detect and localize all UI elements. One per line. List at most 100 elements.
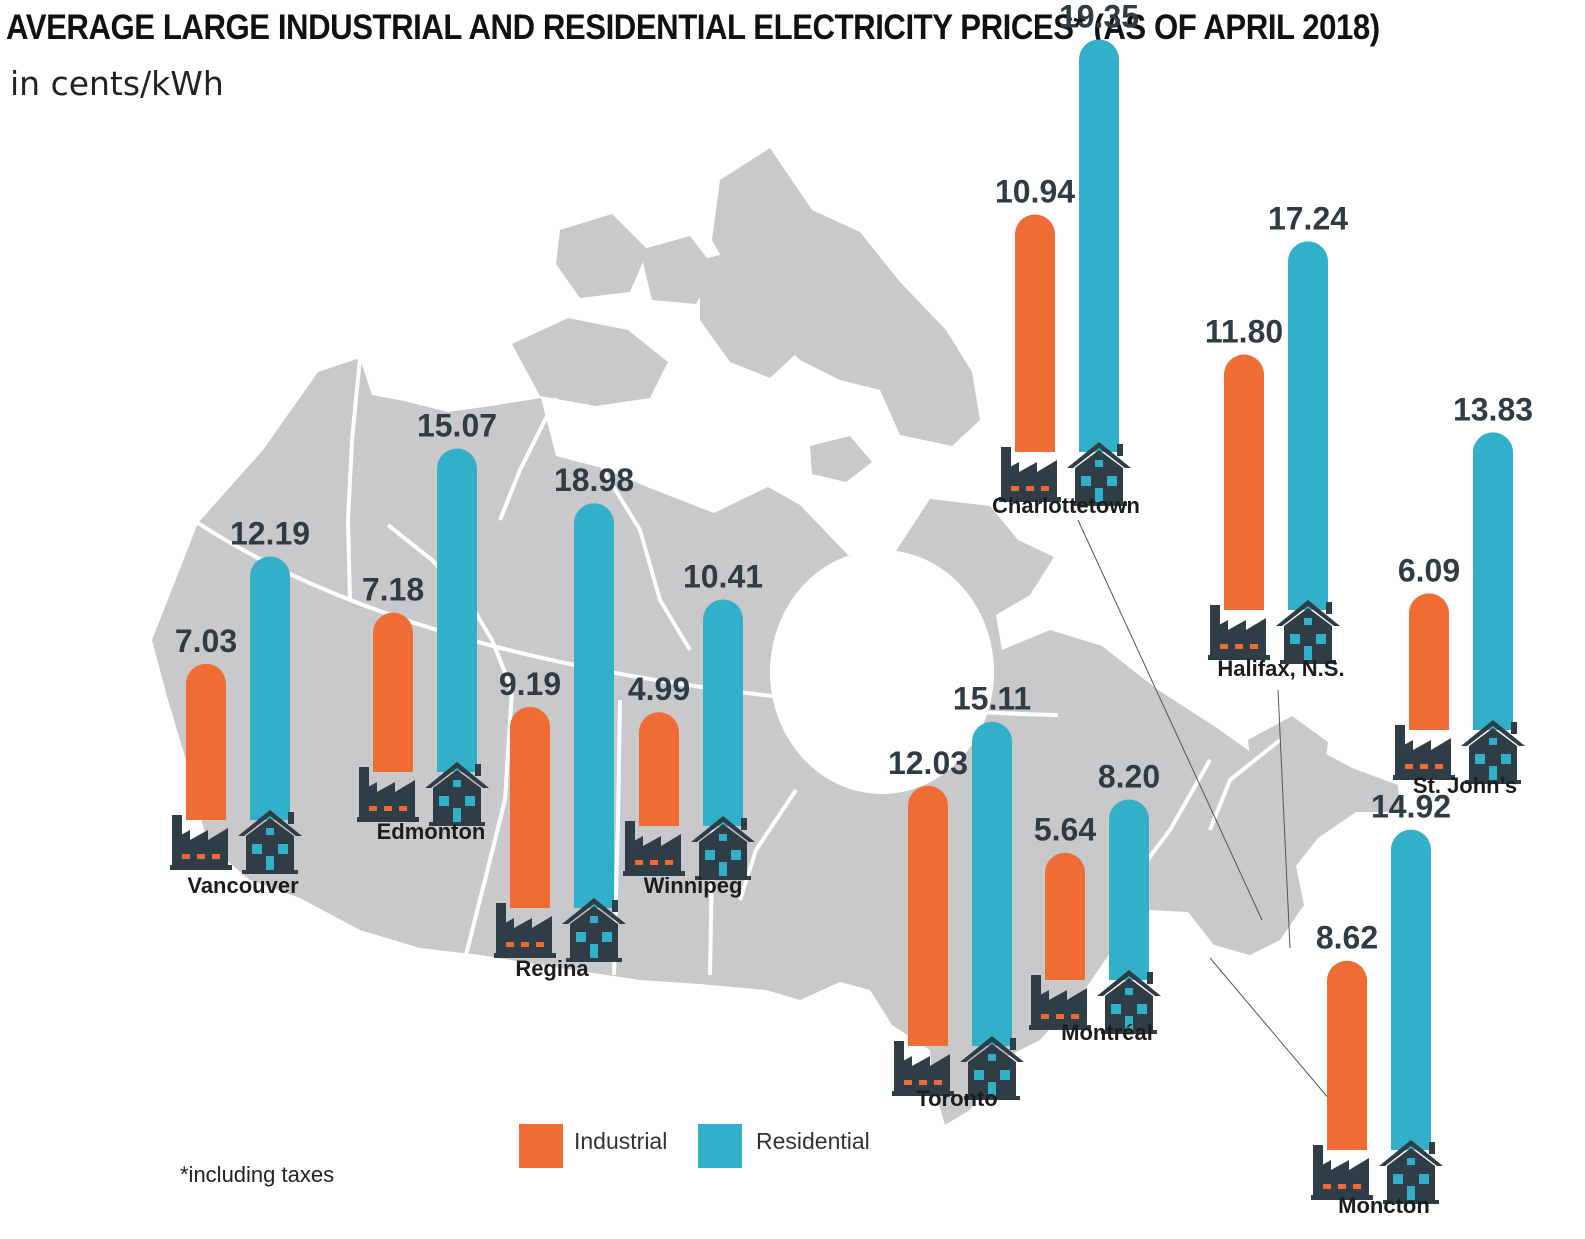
value-label-industrial-moncton: 8.62	[1316, 920, 1378, 956]
city-group-toronto: 12.03 15.11 Toronto	[888, 681, 1031, 1111]
map-island-victoria	[512, 318, 668, 406]
bar-industrial-halifax-n-s	[1224, 354, 1264, 610]
bar-residential-winnipeg	[703, 599, 743, 826]
factory-icon	[1208, 605, 1270, 660]
value-label-residential-halifax-n-s: 17.24	[1268, 200, 1348, 236]
bar-industrial-winnipeg	[639, 712, 679, 826]
value-label-industrial-montre-al: 5.64	[1034, 812, 1096, 848]
value-label-residential-st-john-s: 13.83	[1453, 391, 1533, 427]
value-label-industrial-vancouver: 7.03	[175, 623, 237, 659]
city-group-halifax-n-s: 11.80 17.24 Halifax, N.S.	[1205, 200, 1348, 681]
value-label-industrial-charlottetown: 10.94	[995, 173, 1075, 209]
factory-icon	[623, 821, 685, 876]
bar-industrial-toronto	[908, 785, 948, 1046]
factory-icon	[999, 447, 1061, 502]
city-label-edmonton: Edmonton	[377, 819, 486, 844]
bar-residential-edmonton	[437, 448, 477, 772]
value-label-industrial-winnipeg: 4.99	[628, 671, 690, 707]
legend-label-industrial: Industrial	[574, 1128, 667, 1154]
bar-industrial-regina	[510, 706, 550, 908]
bar-industrial-edmonton	[373, 612, 413, 772]
map-island-parry	[640, 236, 716, 304]
chart-subtitle: in cents/kWh	[10, 64, 224, 103]
legend-swatch-residential	[698, 1124, 742, 1168]
factory-icon	[170, 815, 232, 870]
value-label-industrial-st-john-s: 6.09	[1398, 552, 1460, 588]
bar-industrial-montre-al	[1045, 852, 1085, 980]
factory-icon	[892, 1041, 954, 1096]
value-label-residential-charlottetown: 19.35	[1059, 0, 1139, 35]
city-label-montre-al: Montréal	[1061, 1020, 1153, 1045]
city-label-toronto: Toronto	[916, 1086, 997, 1111]
house-icon	[960, 1036, 1024, 1100]
map-hudson-bay	[770, 550, 994, 794]
value-label-residential-edmonton: 15.07	[417, 408, 497, 444]
house-icon	[691, 816, 755, 880]
factory-icon	[1393, 725, 1455, 780]
value-label-industrial-halifax-n-s: 11.80	[1205, 314, 1283, 350]
city-label-regina: Regina	[515, 956, 589, 981]
bar-residential-regina	[574, 503, 614, 908]
city-label-winnipeg: Winnipeg	[644, 873, 743, 898]
bar-industrial-moncton	[1327, 960, 1367, 1150]
footnote: *including taxes	[180, 1162, 335, 1187]
value-label-residential-moncton: 14.92	[1371, 789, 1451, 825]
city-group-montre-al: 5.648.20 Montréal	[1029, 758, 1161, 1045]
value-label-residential-montre-al: 8.20	[1098, 758, 1160, 794]
map-mainland	[152, 358, 1400, 1125]
house-icon	[238, 810, 302, 874]
map-island-newfoundland	[1248, 716, 1328, 810]
callout-lines	[1077, 519, 1331, 1101]
factory-icon	[357, 767, 419, 822]
factory-icon	[494, 903, 556, 958]
house-icon	[562, 898, 626, 962]
map-island-ellesmere	[700, 250, 800, 378]
value-label-residential-vancouver: 12.19	[230, 515, 310, 551]
chart-title: AVERAGE LARGE INDUSTRIAL AND RESIDENTIAL…	[6, 8, 1380, 47]
value-label-residential-winnipeg: 10.41	[683, 558, 763, 594]
city-label-st-john-s: St. John’s	[1413, 773, 1517, 798]
house-icon	[1276, 600, 1340, 664]
bar-industrial-charlottetown	[1015, 214, 1055, 452]
house-icon	[1379, 1140, 1443, 1204]
city-group-regina: 9.19 18.98 Regina	[494, 462, 634, 981]
bar-residential-moncton	[1391, 829, 1431, 1150]
legend-swatch-industrial	[519, 1124, 563, 1168]
map-island-banks	[556, 214, 648, 298]
factory-icon	[1029, 975, 1091, 1030]
bar-industrial-st-john-s	[1409, 593, 1449, 730]
bar-residential-vancouver	[250, 556, 290, 820]
city-label-vancouver: Vancouver	[187, 873, 299, 898]
bars-layer: 7.03 12.19 Vancouver 7.18 15.07 Edmonton 9.19 1…	[170, 0, 1533, 1218]
bar-residential-halifax-n-s	[1288, 241, 1328, 610]
map-island-southampton	[810, 436, 872, 482]
city-label-moncton: Moncton	[1338, 1193, 1430, 1218]
legend: Industrial Residential	[519, 1124, 870, 1168]
city-label-halifax-n-s: Halifax, N.S.	[1217, 656, 1344, 681]
bar-residential-toronto	[972, 721, 1012, 1046]
bar-industrial-vancouver	[186, 663, 226, 820]
city-group-edmonton: 7.18 15.07 Edmonton	[357, 408, 497, 844]
city-label-charlottetown: Charlottetown	[992, 493, 1140, 518]
factory-icon	[1311, 1145, 1373, 1200]
house-icon	[425, 762, 489, 826]
value-label-residential-toronto: 15.11	[953, 681, 1031, 717]
city-group-charlottetown: 10.94 19.35 Charlottetown	[992, 0, 1140, 518]
house-icon	[1097, 970, 1161, 1034]
value-label-industrial-edmonton: 7.18	[362, 572, 424, 608]
city-group-moncton: 8.62 14.92 Moncton	[1311, 789, 1451, 1218]
map-island-baffin	[712, 148, 980, 446]
value-label-residential-regina: 18.98	[554, 462, 634, 498]
bar-residential-montre-al	[1109, 799, 1149, 980]
city-group-st-john-s: 6.09 13.83 St. John’s	[1393, 391, 1533, 798]
bar-residential-st-john-s	[1473, 432, 1513, 730]
house-icon	[1067, 442, 1131, 506]
legend-label-residential: Residential	[756, 1128, 870, 1154]
city-group-winnipeg: 4.99 10.41 Winnipeg	[623, 558, 763, 898]
house-icon	[1461, 720, 1525, 784]
city-group-vancouver: 7.03 12.19 Vancouver	[170, 515, 310, 898]
bar-residential-charlottetown	[1079, 39, 1119, 453]
value-label-industrial-toronto: 12.03	[888, 745, 968, 781]
value-label-industrial-regina: 9.19	[499, 666, 561, 702]
